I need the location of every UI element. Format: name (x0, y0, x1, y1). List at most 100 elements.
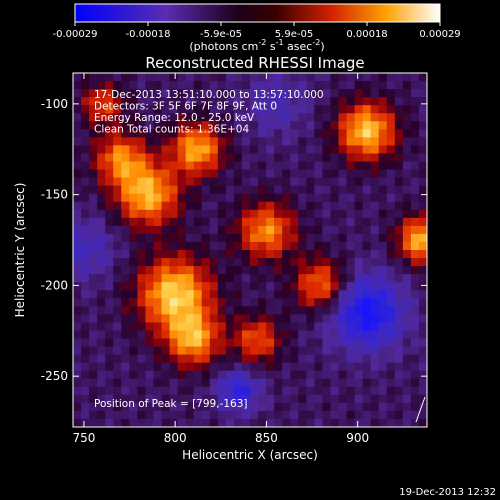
heatmap-cell (193, 113, 203, 122)
heatmap-cell (81, 89, 90, 98)
heatmap-cell (322, 306, 331, 315)
heatmap-cell (209, 394, 219, 404)
heatmap-cell (354, 89, 363, 98)
heatmap-cell (169, 81, 178, 90)
heatmap-cell (241, 169, 251, 178)
heatmap-cell (225, 201, 235, 211)
heatmap-cell (81, 177, 90, 186)
heatmap-cell (266, 81, 275, 90)
heatmap-cell (418, 81, 428, 90)
heatmap-cell (225, 338, 235, 347)
heatmap-cell (418, 209, 428, 219)
heatmap-cell (250, 378, 259, 388)
heatmap-cell (418, 402, 428, 412)
heatmap-cell (282, 306, 291, 315)
heatmap-cell (161, 185, 170, 194)
heatmap-cell (370, 89, 380, 98)
heatmap-cell (346, 338, 355, 347)
heatmap-cell (386, 338, 396, 347)
heatmap-cell (362, 233, 371, 243)
heatmap-cell (73, 97, 82, 106)
heatmap-cell (201, 282, 211, 291)
heatmap-cell (402, 282, 412, 291)
heatmap-cell (81, 129, 90, 138)
heatmap-cell (250, 225, 259, 235)
heatmap-cell (410, 306, 420, 315)
heatmap-cell (161, 354, 170, 363)
heatmap-cell (169, 322, 178, 331)
heatmap-cell (177, 378, 186, 388)
heatmap-cell (233, 386, 243, 396)
heatmap-cell (354, 185, 363, 194)
footer-timestamp: 19-Dec-2013 12:32 (399, 487, 496, 498)
heatmap-cell (386, 274, 396, 283)
heatmap-cell (145, 153, 154, 162)
heatmap-cell (370, 274, 380, 283)
heatmap-cell (370, 129, 380, 138)
heatmap-cell (298, 386, 307, 396)
heatmap-cell (89, 169, 98, 178)
heatmap-cell (394, 250, 404, 259)
heatmap-cell (185, 370, 194, 380)
heatmap-cell (73, 418, 82, 428)
heatmap-cell (73, 250, 82, 259)
heatmap-cell (378, 177, 388, 186)
heatmap-cell (161, 81, 170, 90)
heatmap-cell (354, 225, 363, 235)
heatmap-cell (105, 250, 114, 259)
heatmap-cell (274, 97, 283, 106)
heatmap-cell (362, 378, 371, 388)
heatmap-cell (266, 177, 275, 186)
heatmap-cell (73, 330, 82, 339)
heatmap-cell (169, 258, 178, 267)
heatmap-cell (402, 346, 412, 355)
heatmap-cell (258, 209, 267, 219)
colorbar-tick-label: -5.9e-05 (200, 29, 242, 40)
heatmap-cell (217, 266, 227, 275)
heatmap-cell (314, 97, 323, 106)
heatmap-cell (338, 73, 347, 82)
heatmap-cell (266, 145, 275, 154)
heatmap-cell (362, 121, 371, 130)
heatmap-cell (306, 121, 315, 130)
annotation-line: 17-Dec-2013 13:51:10.000 to 13:57:10.000 (94, 89, 324, 101)
heatmap-cell (129, 193, 138, 203)
heatmap-cell (177, 266, 186, 275)
heatmap-cell (105, 89, 114, 98)
heatmap-cell (233, 274, 243, 283)
heatmap-cell (145, 330, 154, 339)
heatmap-cell (145, 225, 154, 235)
heatmap-cell (73, 129, 82, 138)
heatmap-cell (338, 241, 347, 251)
heatmap-cell (153, 121, 162, 130)
heatmap-cell (185, 121, 194, 130)
heatmap-cell (362, 169, 371, 178)
heatmap-cell (193, 185, 203, 194)
heatmap-cell (153, 81, 162, 90)
heatmap-cell (217, 322, 227, 331)
heatmap-cell (233, 225, 243, 235)
heatmap-cell (161, 370, 170, 380)
heatmap-cell (137, 185, 146, 194)
heatmap-cell (217, 314, 227, 323)
heatmap-cell (386, 258, 396, 267)
heatmap-cell (362, 290, 371, 299)
heatmap-cell (298, 354, 307, 363)
heatmap-cell (258, 298, 267, 307)
heatmap-cell (121, 274, 130, 283)
heatmap-cell (105, 177, 114, 186)
heatmap-cell (193, 306, 203, 315)
heatmap-cell (410, 346, 420, 355)
heatmap-cell (145, 233, 154, 243)
heatmap-cell (169, 266, 178, 275)
heatmap-cell (217, 217, 227, 227)
heatmap-cell (418, 306, 428, 315)
heatmap-cell (201, 418, 211, 428)
heatmap-cell (410, 418, 420, 428)
heatmap-cell (362, 113, 371, 122)
heatmap-cell (410, 201, 420, 211)
heatmap-cell (266, 282, 275, 291)
heatmap-cell (209, 354, 219, 363)
heatmap-cell (201, 354, 211, 363)
y-tick-label: -150 (41, 188, 68, 202)
